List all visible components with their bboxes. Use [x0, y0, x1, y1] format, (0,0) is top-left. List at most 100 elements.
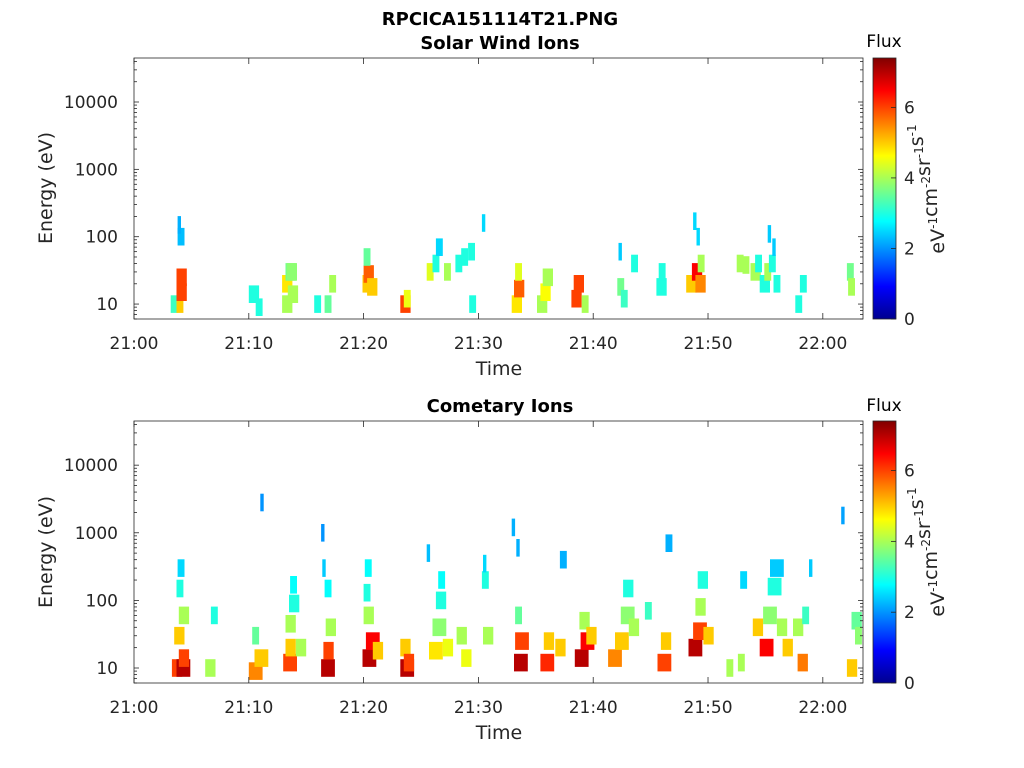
y-axis-label: Energy (eV)	[35, 496, 57, 608]
x-axis: 21:00 21:10 21:20 21:30 21:40 21:50 22:00	[110, 58, 847, 354]
heatmap-cell	[514, 653, 528, 672]
y-tick-label: 10	[96, 295, 118, 315]
heatmap-cell	[325, 618, 336, 637]
heatmap-cell	[260, 493, 264, 512]
heatmap-cell	[772, 238, 776, 256]
heatmap-cell	[285, 638, 296, 657]
colorbar-unit-label: eV-1cm-2sr-1s-1	[905, 487, 949, 616]
heatmap-cell	[176, 283, 187, 301]
x-tick-label: 21:50	[684, 698, 733, 718]
heatmap-cell	[770, 559, 784, 577]
heatmap-cell	[170, 295, 178, 313]
heatmap-cell	[176, 295, 184, 313]
heatmap-cell	[295, 638, 307, 657]
heatmap-cell	[321, 659, 335, 677]
heatmap-cell	[282, 295, 293, 313]
colorbar: Flux 0 2 4 6 eV-1cm-2sr-1s-1	[866, 32, 949, 330]
heatmap-cell	[795, 295, 803, 313]
colorbar-tick-label: 2	[904, 239, 915, 259]
x-axis-label: Time	[475, 358, 523, 380]
heatmap-cell	[314, 295, 322, 313]
colorbar-gradient	[872, 420, 897, 684]
colorbar-tick-label: 4	[904, 532, 915, 552]
heatmap-cell	[555, 638, 566, 657]
heatmap-cell	[287, 285, 299, 303]
heatmap-cell	[846, 263, 854, 281]
heatmap-cell	[620, 289, 628, 308]
heatmap-cell	[400, 638, 411, 657]
heatmap-cell	[764, 263, 772, 281]
heatmap-cell	[755, 254, 762, 273]
heatmap-cell	[515, 263, 522, 281]
heatmap-cell	[631, 254, 638, 273]
heatmap-cell	[628, 618, 640, 637]
heatmap-cell	[481, 571, 489, 589]
heatmap-cell	[363, 265, 374, 283]
colorbar-tick-label: 0	[904, 310, 915, 330]
heatmap-cell	[403, 289, 411, 308]
x-tick-label: 21:30	[454, 334, 503, 354]
y-tick-label: 100	[86, 228, 118, 248]
x-tick-label: 21:20	[339, 334, 388, 354]
x-axis-label: Time	[475, 722, 523, 744]
heatmap-cell	[693, 212, 697, 230]
y-axis: 10 100 1000 10000	[64, 61, 863, 320]
heatmap-cells	[171, 493, 862, 680]
heatmap-cell	[321, 524, 325, 542]
heatmap-cell	[776, 618, 788, 637]
colorbar-tick-label: 2	[904, 603, 915, 623]
heatmap-cell	[176, 579, 184, 598]
heatmap-cell	[403, 653, 415, 672]
heatmap-cell	[483, 554, 487, 573]
heatmap-cell	[177, 559, 185, 577]
x-tick-label: 22:00	[798, 334, 847, 354]
heatmap-cell	[686, 275, 697, 293]
heatmap-cell	[740, 571, 748, 589]
heatmap-cell	[658, 263, 666, 281]
heatmap-cell	[438, 571, 446, 589]
colorbar-tick-label: 6	[904, 462, 915, 482]
x-axis: 21:00 21:10 21:20 21:30 21:40 21:50 22:00	[110, 421, 847, 718]
panel-title: Cometary Ions	[427, 396, 574, 417]
heatmap-cell	[511, 295, 522, 313]
heatmap-cell	[848, 278, 855, 296]
x-tick-label: 21:30	[454, 698, 503, 718]
heatmap-cells	[170, 212, 855, 316]
heatmap-cell	[426, 263, 434, 281]
heatmap-cell	[617, 278, 625, 296]
heatmap-cell	[285, 615, 296, 633]
y-tick-label: 1000	[75, 160, 118, 180]
heatmap-cell	[289, 594, 300, 613]
heatmap-cell	[461, 248, 469, 266]
heatmap-cell	[514, 279, 525, 298]
heatmap-cell	[283, 653, 297, 672]
heatmap-cell	[608, 649, 622, 667]
heatmap-cell	[516, 539, 520, 557]
heatmap-cell	[432, 254, 440, 273]
heatmap-cell	[540, 283, 551, 301]
heatmap-cell	[329, 275, 337, 293]
heatmap-cell	[759, 275, 770, 293]
heatmap-cell	[177, 216, 181, 234]
heatmap-cell	[442, 638, 454, 657]
heatmap-cell	[695, 275, 706, 293]
heatmap-cell	[177, 227, 185, 246]
heatmap-cell	[782, 638, 793, 657]
heatmap-cell	[759, 638, 774, 657]
colorbar-tick-label: 0	[904, 674, 915, 694]
heatmap-cell	[455, 254, 463, 273]
heatmap-cell	[841, 506, 845, 525]
colorbar-unit-label: eV-1cm-2sr-1s-1	[905, 124, 949, 253]
heatmap-cell	[623, 579, 634, 598]
solar-wind-panel: Solar Wind Ions 10 100 1000 10000 21:00 21:1…	[35, 32, 949, 380]
heatmap-cell	[763, 606, 777, 625]
heatmap-cell	[543, 632, 555, 650]
heatmap-cell	[571, 289, 582, 308]
heatmap-cell	[324, 579, 332, 598]
x-tick-label: 21:10	[224, 334, 273, 354]
heatmap-cell	[726, 659, 734, 677]
heatmap-cell	[540, 653, 555, 672]
heatmap-cell	[656, 278, 667, 296]
heatmap-cell	[537, 295, 548, 313]
